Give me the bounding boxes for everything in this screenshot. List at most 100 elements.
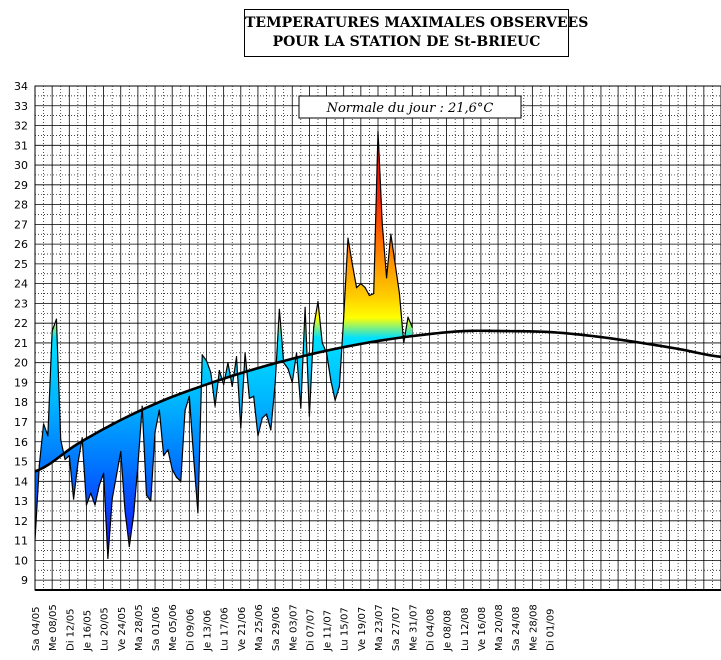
annotation-box — [298, 95, 522, 119]
observed-point — [214, 405, 216, 407]
observed-point — [55, 318, 58, 320]
observed-point — [390, 233, 392, 235]
x-tick-label: Lu 15/07 — [340, 607, 351, 651]
x-tick-label: Di 01/09 — [546, 609, 557, 651]
y-tick-label: 9 — [21, 574, 28, 587]
observed-point — [77, 462, 79, 465]
observed-point — [72, 498, 75, 500]
observed-point — [115, 474, 118, 476]
x-tick-label: Ma 23/07 — [374, 604, 385, 651]
y-tick-label: 12 — [14, 515, 28, 528]
observed-point — [175, 476, 178, 478]
observed-point — [338, 385, 341, 388]
observed-point — [304, 306, 306, 308]
observed-point — [235, 356, 238, 358]
observed-point — [300, 407, 302, 409]
chart-title-line2: POUR LA STATION DE St-BRIEUC — [272, 34, 541, 50]
y-tick-label: 17 — [14, 416, 28, 429]
observed-point — [407, 316, 409, 318]
x-tick-label: Sa 04/05 — [31, 607, 42, 651]
observed-point — [60, 439, 62, 441]
observed-point — [158, 409, 160, 411]
y-tick-label: 34 — [14, 80, 28, 93]
y-tick-label: 27 — [14, 218, 28, 231]
x-tick-label: Ve 16/08 — [477, 607, 488, 651]
observed-point — [137, 464, 139, 467]
observed-point — [355, 287, 358, 289]
observed-point — [85, 504, 88, 506]
x-tick-label: Di 09/06 — [185, 609, 196, 651]
y-tick-label: 21 — [14, 337, 28, 350]
observed-point — [180, 480, 182, 482]
observed-point — [403, 342, 405, 344]
x-tick-label: Sa 01/06 — [151, 607, 162, 651]
observed-point — [351, 263, 353, 265]
observed-point — [308, 415, 310, 417]
observed-point — [81, 437, 83, 439]
observed-point — [283, 362, 285, 364]
chart-title-line1: TEMPERATURES MAXIMALES OBSERVEES — [245, 15, 589, 31]
y-tick-label: 26 — [14, 238, 28, 251]
y-tick-label: 29 — [14, 179, 28, 192]
observed-point — [278, 308, 280, 310]
observed-point — [171, 468, 173, 471]
observed-point — [330, 379, 332, 382]
x-tick-label: Ma 20/08 — [494, 604, 505, 651]
y-tick-label: 15 — [14, 456, 28, 469]
y-tick-label: 33 — [14, 100, 28, 113]
y-tick-label: 14 — [14, 475, 28, 488]
observed-point — [133, 514, 135, 516]
observed-point — [201, 354, 203, 356]
x-tick-label: Lu 12/08 — [460, 607, 471, 651]
y-tick-label: 23 — [14, 297, 28, 310]
x-tick-label: Sa 24/08 — [511, 607, 522, 651]
observed-point — [205, 360, 208, 362]
observed-point — [124, 510, 126, 512]
y-tick-label: 25 — [14, 258, 28, 271]
x-tick-label: Ma 28/05 — [134, 604, 145, 651]
y-tick-label: 16 — [14, 436, 28, 449]
observed-point — [411, 326, 413, 328]
observed-point — [377, 130, 379, 133]
observed-point — [103, 472, 105, 474]
x-tick-label: Sa 27/07 — [391, 607, 402, 651]
y-tick-label: 30 — [14, 159, 28, 172]
observed-point — [167, 449, 169, 451]
observed-point — [145, 494, 148, 496]
x-tick-label: Je 16/05 — [82, 610, 93, 652]
observed-point — [90, 492, 92, 494]
observed-point — [197, 512, 199, 514]
observed-point — [128, 545, 130, 548]
x-tick-label: Me 31/07 — [408, 604, 419, 651]
observed-point — [248, 397, 250, 399]
annotation-text: Normale du jour : 21,6°C — [326, 101, 494, 116]
normal-annotation: Normale du jour : 21,6°C — [298, 95, 522, 119]
observed-point — [184, 409, 186, 411]
x-tick-label: Sa 29/06 — [271, 607, 282, 651]
observed-point — [334, 399, 336, 401]
observed-point — [94, 504, 96, 506]
observed-point — [111, 498, 113, 500]
observed-point — [325, 352, 328, 354]
x-tick-label: Je 11/07 — [323, 610, 334, 652]
chart-title: TEMPERATURES MAXIMALES OBSERVEES POUR LA… — [244, 9, 589, 57]
observed-point — [291, 381, 293, 384]
observed-point — [223, 383, 225, 386]
observed-point — [321, 342, 323, 344]
x-tick-label: Me 28/08 — [528, 604, 539, 651]
observed-point — [257, 435, 259, 437]
x-tick-label: Ve 19/07 — [357, 607, 368, 651]
x-tick-label: Lu 20/05 — [100, 607, 111, 651]
observed-point — [381, 223, 383, 225]
observed-point — [188, 395, 190, 397]
observed-point — [47, 435, 49, 437]
observed-point — [210, 371, 212, 374]
observed-point — [368, 294, 371, 297]
observed-point — [154, 431, 156, 433]
y-tick-label: 28 — [14, 199, 28, 212]
observed-point — [347, 237, 349, 239]
x-tick-label: Ve 21/06 — [237, 607, 248, 651]
observed-point — [274, 383, 276, 386]
observed-point — [394, 263, 396, 265]
